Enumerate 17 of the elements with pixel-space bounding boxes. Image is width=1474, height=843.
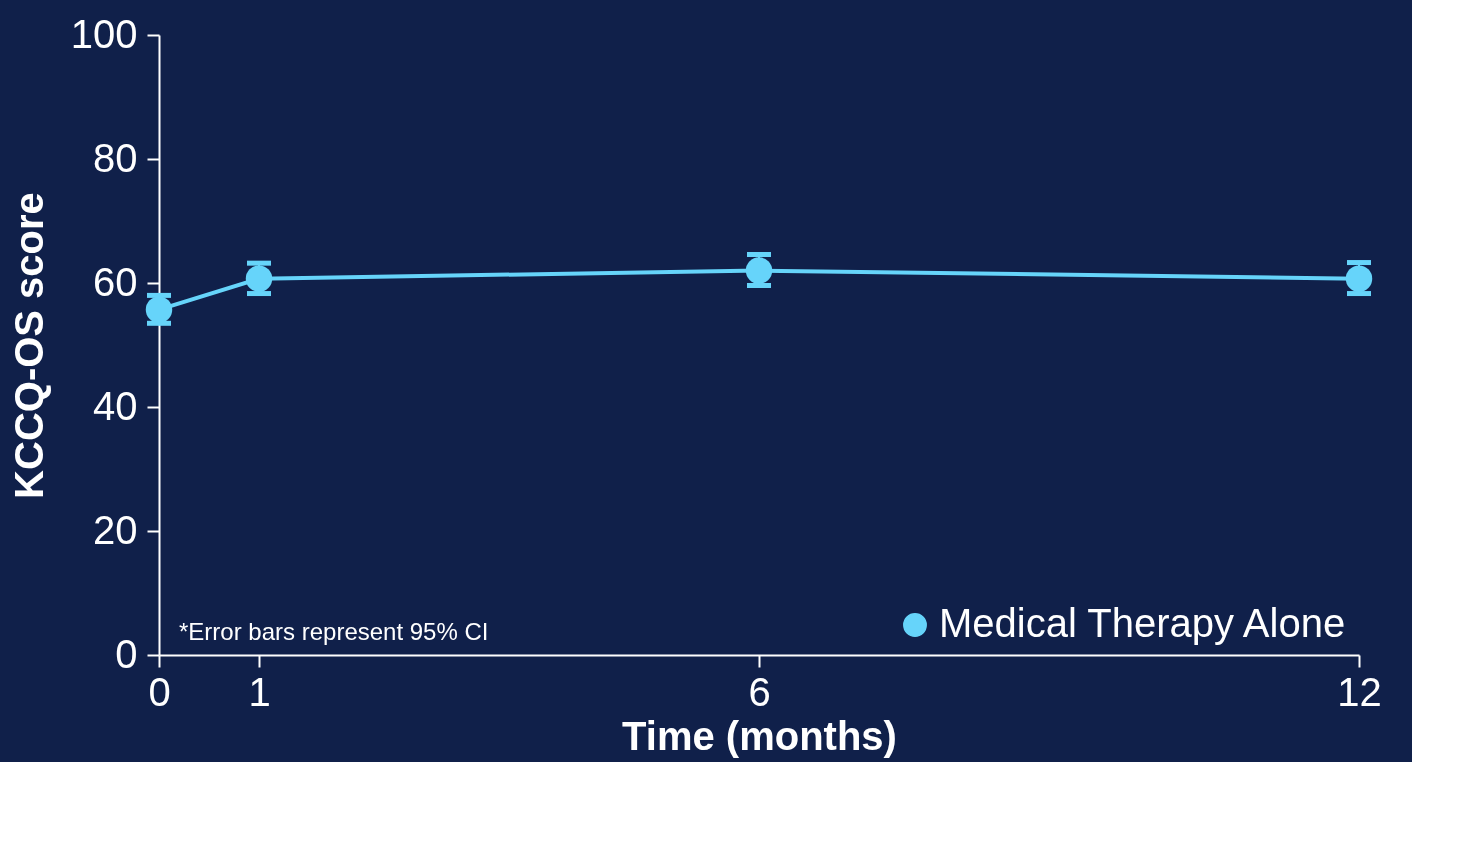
y-tick-label: 80 [93,135,138,180]
x-tick-label: 12 [1337,669,1382,714]
y-tick-label: 60 [93,259,138,304]
point [245,265,273,292]
point [1345,265,1373,292]
y-tick-label: 0 [115,631,138,676]
x-tick-label: 0 [148,669,171,714]
x-tick-label: 6 [748,669,771,714]
annotation: *Error bars represent 95% CI [179,618,489,645]
y-tick-label: 20 [93,507,138,552]
point [745,257,773,284]
legend-label: Medical Therapy Alone [939,601,1346,645]
y-axis-title: KCCQ-OS score [6,192,51,499]
y-tick-label: 100 [70,11,138,56]
x-tick-label: 1 [248,669,271,714]
x-axis-title: Time (months) [622,713,897,758]
y-tick-label: 40 [93,383,138,428]
